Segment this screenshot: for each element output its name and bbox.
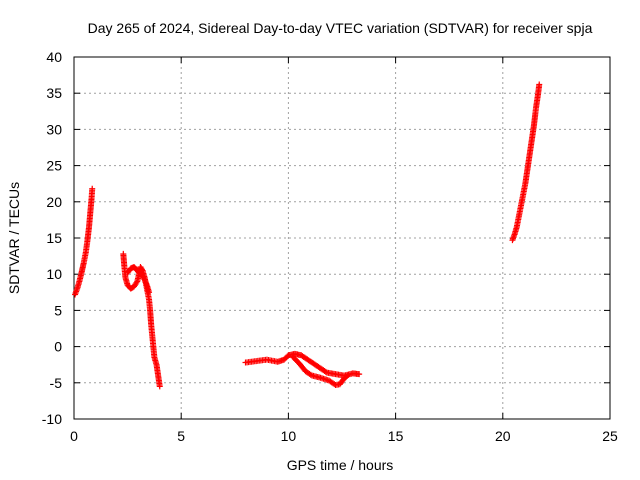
y-tick-label: 10 — [46, 266, 62, 282]
x-axis-label: GPS time / hours — [287, 457, 394, 473]
data-point — [356, 371, 363, 378]
data-point — [344, 372, 351, 379]
data-point — [89, 185, 96, 192]
data-point — [536, 81, 543, 88]
plot-frame — [73, 56, 611, 420]
chart-title: Day 265 of 2024, Sidereal Day-to-day VTE… — [88, 20, 593, 36]
x-tick-label: 20 — [495, 428, 511, 444]
y-tick-label: 25 — [46, 158, 62, 174]
data-point — [156, 383, 163, 390]
y-tick-label: 15 — [46, 230, 62, 246]
y-tick-labels: -10 -5 0 5 10 15 20 25 30 35 40 — [42, 49, 62, 427]
data-point — [133, 279, 140, 286]
data-point — [146, 289, 153, 296]
y-tick-label: 0 — [54, 339, 62, 355]
x-tick-labels: 0 5 10 15 20 25 — [70, 428, 618, 444]
y-tick-label: 20 — [46, 194, 62, 210]
data-points — [72, 81, 543, 390]
y-axis-label: SDTVAR / TECUs — [6, 182, 22, 294]
data-point — [322, 368, 329, 375]
y-tick-label: 5 — [54, 302, 62, 318]
x-tick-label: 5 — [177, 428, 185, 444]
y-tick-label: -10 — [42, 411, 62, 427]
x-tick-label: 25 — [602, 428, 618, 444]
data-point — [307, 371, 314, 378]
x-tick-label: 0 — [70, 428, 78, 444]
y-tick-label: 30 — [46, 121, 62, 137]
x-tick-label: 10 — [281, 428, 297, 444]
y-tick-label: -5 — [50, 375, 63, 391]
y-tick-label: 35 — [46, 85, 62, 101]
data-point — [138, 266, 145, 273]
data-point — [345, 371, 352, 378]
x-tick-label: 15 — [388, 428, 404, 444]
y-tick-label: 40 — [46, 49, 62, 65]
